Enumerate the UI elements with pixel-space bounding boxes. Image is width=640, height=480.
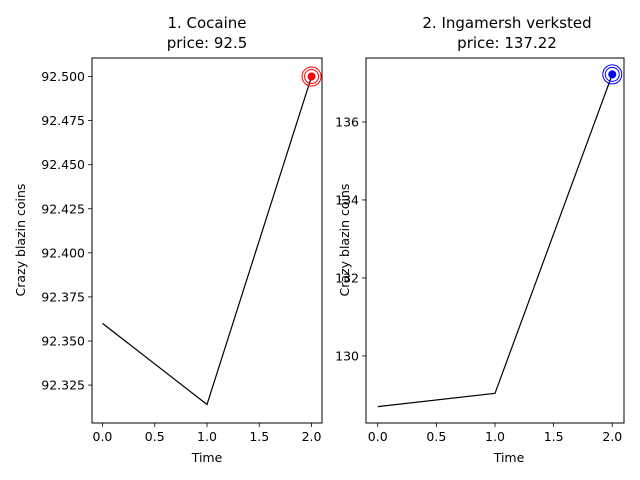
chart-1-highlight-outer-ring <box>301 66 322 87</box>
chart-2-x-tick-label: 0.0 <box>368 429 388 444</box>
chart-1-plot <box>102 66 322 406</box>
chart-1-x-tick-label: 1.0 <box>197 429 217 444</box>
chart-1-y-tick-label: 92.475 <box>41 113 85 128</box>
chart-1-y-tick-label: 92.450 <box>41 157 85 172</box>
chart-1-axes-frame <box>91 57 323 424</box>
chart-1-x-axis-label: Time <box>191 450 223 465</box>
chart-1-y-tick-label: 92.500 <box>41 69 85 84</box>
chart-1-y-tick-label: 92.325 <box>41 378 85 393</box>
chart-2-title-line-1: 2. Ingamersh verksted <box>422 14 591 32</box>
chart-2-y-tick-label: 130 <box>335 348 359 363</box>
chart-1-highlight-inner-ring <box>304 69 320 85</box>
chart-1-ticks: 0.0 0.5 1.0 1.5 2.0 92.325 92.350 92.375 92.400 9… <box>41 69 321 444</box>
chart-2-y-tick-label: 132 <box>335 270 359 285</box>
chart-1-highlight-point <box>307 72 316 81</box>
chart-2-y-tick-label: 136 <box>335 114 359 129</box>
chart-2-x-tick-label: 2.0 <box>602 429 622 444</box>
chart-2: 2. Ingamersh verksted price: 137.22 0.0 0… <box>335 14 625 465</box>
chart-1-x-tick-label: 2.0 <box>302 429 322 444</box>
chart-2-highlight-inner-ring <box>604 66 620 82</box>
chart-1-y-tick-label: 92.350 <box>41 334 85 349</box>
chart-2-highlight-point <box>608 70 617 79</box>
chart-2-x-axis-label: Time <box>493 450 525 465</box>
chart-2-highlight-outer-ring <box>602 64 623 85</box>
chart-2-plot <box>377 64 623 408</box>
chart-1-x-tick-label: 0.5 <box>145 429 165 444</box>
chart-2-price-line <box>377 74 613 408</box>
chart-2-y-axis-label: Crazy blazin coins <box>337 184 352 297</box>
chart-2-ticks: 0.0 0.5 1.0 1.5 2.0 130 132 134 136 <box>335 114 622 444</box>
chart-2-y-tick-label: 134 <box>335 192 359 207</box>
chart-1-y-axis-label: Crazy blazin coins <box>13 184 28 297</box>
chart-1-y-tick-label: 92.425 <box>41 201 85 216</box>
chart-1-y-tick-label: 92.375 <box>41 289 85 304</box>
chart-2-x-tick-label: 1.5 <box>544 429 564 444</box>
chart-1-y-tick-label: 92.400 <box>41 245 85 260</box>
chart-1-x-tick-label: 1.5 <box>249 429 269 444</box>
chart-2-axes-frame <box>365 57 625 424</box>
chart-1-title-line-2: price: 92.5 <box>167 34 248 52</box>
chart-1-x-tick-label: 0.0 <box>93 429 113 444</box>
chart-1: 1. Cocaine price: 92.5 0.0 0.5 1.0 1.5 2.0 92… <box>13 14 323 465</box>
chart-2-x-tick-label: 0.5 <box>426 429 446 444</box>
chart-1-price-line <box>102 76 313 406</box>
chart-2-title-line-2: price: 137.22 <box>457 34 557 52</box>
chart-1-title-line-1: 1. Cocaine <box>167 14 246 32</box>
chart-2-x-tick-label: 1.0 <box>485 429 505 444</box>
